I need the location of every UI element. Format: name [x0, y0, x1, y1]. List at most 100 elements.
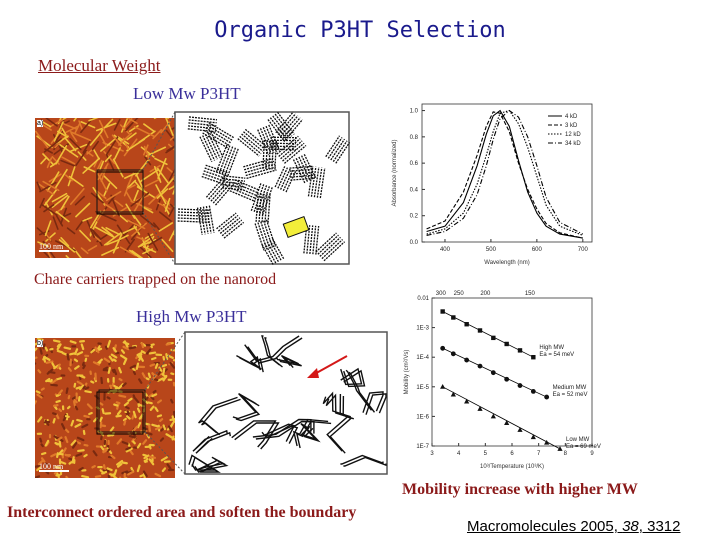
afm-feature	[61, 447, 67, 455]
nanorod-chain	[217, 214, 239, 232]
nanorod-chain	[319, 236, 341, 257]
nanorod-chain	[271, 139, 275, 170]
nanorod	[250, 182, 274, 215]
afm-feature	[94, 474, 102, 478]
afm-feature	[131, 414, 135, 420]
scale-bar-label-a: 100 nm	[39, 242, 64, 251]
nanorod-chain	[205, 175, 226, 198]
mob-series-label: Medium MW	[553, 385, 587, 391]
afm-feature	[125, 191, 133, 203]
nanorod-chain	[266, 241, 280, 263]
polymer-chain	[191, 456, 221, 473]
nanorod-chain	[208, 177, 228, 200]
afm-feature	[104, 154, 112, 163]
afm-feature	[116, 459, 124, 466]
afm-feature	[73, 358, 79, 363]
afm-feature	[127, 397, 133, 402]
mob-point	[477, 328, 483, 333]
nanorod-chain	[292, 159, 306, 184]
afm-feature	[41, 204, 58, 216]
nanorod	[201, 164, 229, 185]
afm-feature	[64, 428, 70, 434]
afm-feature	[34, 475, 41, 479]
nanorod-chain	[315, 225, 320, 255]
panel-label-b: b)	[37, 340, 44, 347]
nanorod-chain	[254, 223, 265, 251]
afm-feature	[100, 435, 103, 441]
afm-feature	[101, 408, 105, 415]
abs-y-tick-label: 0.6	[410, 161, 419, 167]
nanorod-chain	[263, 220, 274, 248]
afm-feature	[148, 236, 163, 246]
afm-feature	[51, 192, 68, 203]
afm-feature	[113, 469, 118, 476]
afm-feature	[55, 210, 70, 223]
nanorod-chain	[244, 163, 276, 174]
nanorod-chain	[202, 132, 229, 149]
nanorod	[221, 175, 246, 191]
afm-feature	[67, 367, 72, 372]
afm-feature	[143, 454, 150, 460]
mob-x-tick-label: 8	[564, 451, 568, 457]
afm-feature	[103, 357, 111, 363]
abs-x-axis-label: Wavelength (nm)	[484, 260, 529, 266]
panel-label-a: a)	[37, 120, 44, 127]
afm-feature	[55, 413, 60, 420]
afm-feature	[125, 406, 130, 410]
afm-feature	[105, 190, 122, 202]
mob-point	[490, 413, 496, 419]
afm-feature	[36, 393, 43, 399]
afm-feature	[106, 238, 121, 246]
afm-feature	[32, 400, 38, 406]
nanorod-chain	[265, 125, 278, 152]
afm-feature	[128, 125, 139, 133]
afm-feature	[127, 442, 131, 448]
afm-feature	[112, 347, 117, 353]
afm-feature	[60, 423, 66, 430]
mob-point	[544, 394, 550, 400]
afm-feature	[138, 413, 144, 420]
nanorod	[255, 193, 271, 223]
afm-feature	[36, 181, 42, 192]
afm-feature	[147, 401, 153, 405]
afm-feature	[161, 373, 168, 379]
afm-feature	[42, 153, 55, 166]
afm-feature	[147, 232, 159, 251]
mob-y-tick-label: 0.01	[417, 296, 429, 302]
afm-feature	[83, 443, 89, 447]
afm-feature	[121, 470, 129, 475]
afm-feature	[136, 442, 142, 449]
afm-feature	[34, 130, 50, 150]
afm-feature	[154, 363, 159, 370]
nanorod-chain	[282, 117, 301, 139]
nanorod	[254, 219, 276, 251]
afm-feature	[140, 146, 155, 158]
afm-feature	[123, 401, 129, 407]
polymer-chain	[278, 356, 302, 369]
afm-feature	[55, 399, 61, 404]
afm-feature	[70, 419, 75, 427]
afm-feature	[92, 417, 99, 423]
afm-feature	[78, 374, 86, 379]
nanorod-chain	[246, 169, 277, 180]
nanorod-chain	[212, 181, 232, 204]
afm-feature	[83, 414, 90, 419]
afm-feature	[44, 439, 50, 447]
nanorod-chain	[178, 208, 210, 211]
afm-feature	[136, 464, 141, 473]
afm-feature	[101, 226, 114, 237]
afm-feature	[116, 409, 122, 416]
afm-feature	[58, 408, 63, 413]
nanorod	[237, 128, 268, 157]
afm-feature	[122, 417, 127, 422]
mob-series-label: High MW	[539, 345, 564, 351]
afm-feature	[145, 146, 167, 157]
nanorod-chain	[215, 183, 235, 206]
nanorod-chain	[264, 242, 277, 265]
afm-feature	[110, 454, 116, 460]
nanorod	[262, 139, 278, 170]
afm-feature	[55, 377, 63, 381]
polymer-chain	[231, 420, 277, 448]
mob-point	[440, 345, 446, 351]
afm-feature	[64, 174, 73, 182]
